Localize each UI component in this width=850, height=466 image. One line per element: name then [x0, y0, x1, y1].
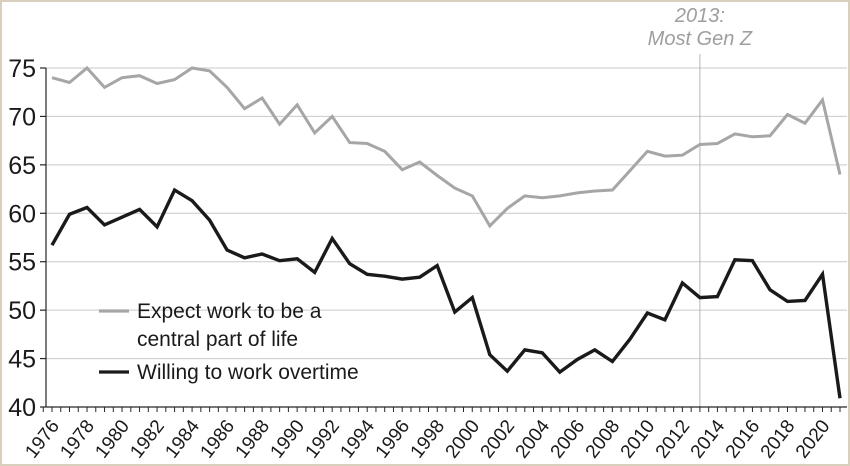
annotation-2013-gen-z: 2013:: [674, 5, 725, 27]
x-axis-tick-label: 1996: [372, 416, 415, 462]
series-line-overtime: [50, 187, 842, 399]
y-axis-tick-label: 75: [8, 55, 36, 83]
legend-label: central part of life: [137, 328, 298, 351]
x-axis-tick-label: 1978: [56, 416, 99, 462]
x-axis-tick-label: 2008: [582, 416, 625, 462]
x-axis-tick-label: 1992: [302, 416, 345, 462]
x-axis-tick-label: 2014: [687, 416, 730, 463]
x-axis-tick-label: 2006: [547, 416, 590, 462]
x-axis-tick-label: 2016: [722, 416, 765, 462]
y-axis-tick-label: 65: [8, 152, 36, 180]
x-axis-tick-label: 1986: [196, 416, 239, 462]
x-axis-tick-label: 2012: [652, 416, 695, 462]
y-axis-tick-label: 50: [8, 297, 36, 325]
x-axis-tick-label: 1980: [91, 416, 134, 462]
x-axis-tick-label: 2004: [512, 416, 555, 463]
x-axis-tick-label: 1988: [231, 416, 274, 462]
x-axis-tick-label: 2000: [442, 416, 485, 462]
y-axis-tick-label: 45: [8, 346, 36, 374]
x-axis-tick-label: 1976: [21, 416, 64, 462]
x-axis-tick-label: 1998: [407, 416, 450, 462]
legend-label: Expect work to be a: [137, 300, 322, 323]
y-axis-tick-label: 55: [8, 249, 36, 277]
x-axis-tick-label: 1990: [267, 416, 310, 462]
x-axis-tick-label: 1984: [161, 416, 204, 463]
y-axis-tick-label: 40: [8, 394, 36, 422]
x-axis-tick-label: 2010: [617, 416, 660, 462]
y-axis-tick-label: 60: [8, 200, 36, 228]
x-axis-tick-label: 2018: [757, 416, 800, 462]
x-axis-tick-label: 2002: [477, 416, 520, 462]
series-line-expect-work: [51, 65, 842, 229]
x-axis-tick-label: 1982: [126, 416, 169, 462]
legend-label: Willing to work overtime: [137, 361, 359, 384]
x-axis-tick-label: 1994: [337, 416, 380, 463]
x-axis-tick-label: 2020: [792, 416, 835, 462]
y-axis-tick-label: 70: [8, 103, 36, 131]
annotation-2013-gen-z: Most Gen Z: [648, 28, 753, 50]
